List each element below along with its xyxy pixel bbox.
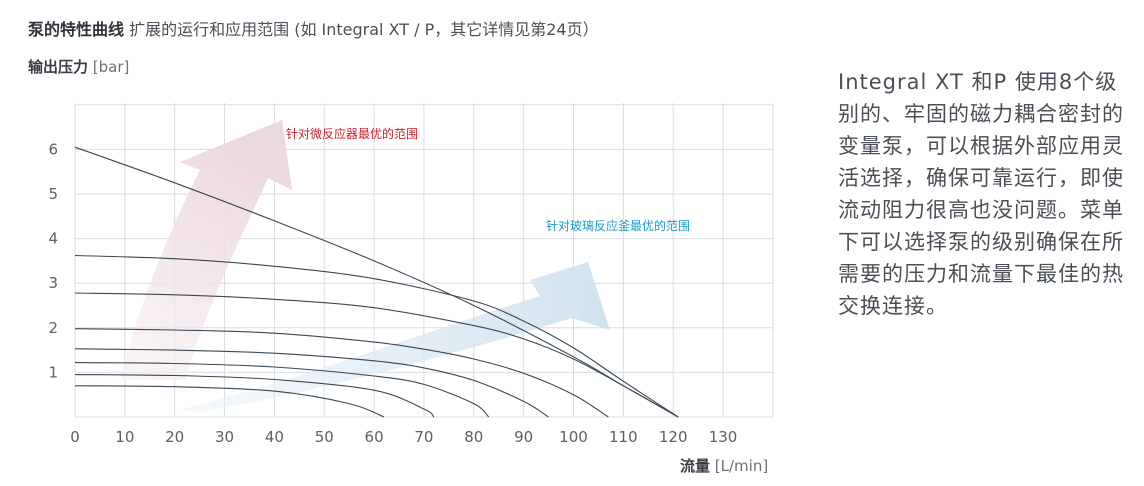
blue-range-arrow <box>178 262 610 412</box>
red-range-arrow <box>120 120 292 380</box>
y-tick-label-5: 6 <box>48 140 58 158</box>
x-tick-label-7: 70 <box>414 428 433 446</box>
pump-curve-3 <box>74 292 679 418</box>
x-tick-label-1: 10 <box>115 428 134 446</box>
pump-curve-8 <box>74 385 385 418</box>
pump-curve-4 <box>74 328 609 418</box>
chart-heading: 泵的特性曲线 扩展的运行和应用范围 (如 Integral XT / P，其它详… <box>28 16 599 40</box>
x-tick-label-3: 30 <box>215 428 234 446</box>
pump-curve-chart: 0 10 20 30 40 50 60 70 80 90 100 110 120 130 1 2 3 4 5 6 针对… <box>48 103 774 446</box>
y-tick-label-2: 3 <box>48 274 58 292</box>
x-tick-label-10: 100 <box>559 428 588 446</box>
x-tick-label-12: 120 <box>659 428 688 446</box>
x-tick-label-13: 130 <box>709 428 738 446</box>
x-tick-label-9: 90 <box>514 428 533 446</box>
description-text: Integral XT 和P 使用8个级别的、牢固的磁力耦合密封的变量泵，可以根… <box>838 70 1124 318</box>
y-tick-label-4: 5 <box>48 185 58 203</box>
curve-group <box>74 146 679 418</box>
x-tick-label-0: 0 <box>70 428 80 446</box>
pump-curve-6 <box>74 362 490 418</box>
x-tick-label-8: 80 <box>464 428 483 446</box>
y-axis-unit: [bar] <box>92 58 130 76</box>
x-axis-unit: [L/min] <box>714 457 769 475</box>
y-tick-label-0: 1 <box>48 363 58 381</box>
x-tick-label-4: 40 <box>265 428 284 446</box>
x-tick-label-6: 60 <box>365 428 384 446</box>
pump-curve-1 <box>74 146 679 418</box>
pump-curve-7 <box>74 374 435 418</box>
chart-heading-rest: 扩展的运行和应用范围 (如 Integral XT / P，其它详情见第24页） <box>129 20 599 39</box>
x-tick-label-2: 20 <box>165 428 184 446</box>
x-tick-label-5: 50 <box>315 428 334 446</box>
y-axis-label: 输出压力 [bar] <box>28 56 129 77</box>
x-axis-label: 流量 [L/min] <box>680 455 768 476</box>
y-tick-label-3: 4 <box>48 230 58 248</box>
annotation-glass-reactor: 针对玻璃反应釜最优的范围 <box>546 218 690 233</box>
y-axis-label-text: 输出压力 <box>28 58 89 76</box>
tick-labels: 0 10 20 30 40 50 60 70 80 90 100 110 120 130 1 2 3 4 5 6 <box>48 140 737 446</box>
x-tick-label-11: 110 <box>609 428 638 446</box>
pump-curve-2 <box>74 254 679 418</box>
annotation-micro-reactor: 针对微反应器最优的范围 <box>286 126 418 141</box>
x-axis-label-text: 流量 <box>680 457 711 475</box>
pump-curve-5 <box>74 348 549 418</box>
chart-heading-bold: 泵的特性曲线 <box>28 20 125 39</box>
y-tick-label-1: 2 <box>48 319 58 337</box>
